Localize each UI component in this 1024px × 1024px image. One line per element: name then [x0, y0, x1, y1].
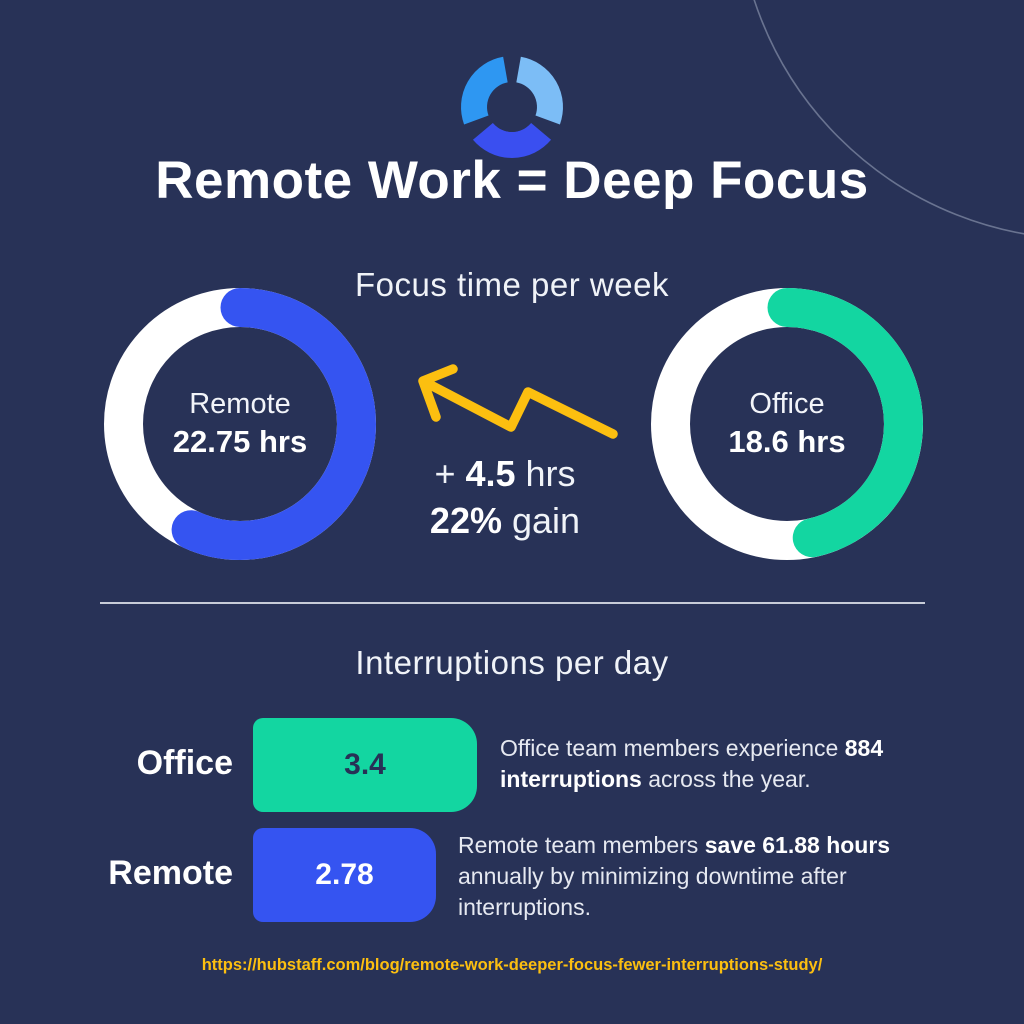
donut-arc-office [651, 288, 923, 560]
gain-hours-line: + 4.5 hrs [434, 453, 576, 494]
office-donut-label: Office [749, 388, 825, 420]
office-bar-value: 3.4 [344, 748, 386, 781]
page-title: Remote Work = Deep Focus [155, 151, 869, 210]
office-donut-svg [651, 288, 923, 560]
hubstaff-logo [461, 56, 563, 158]
office-donut-center: Office 18.6 hrs [651, 288, 923, 560]
logo-segment-bottom [472, 122, 552, 158]
remote-interruptions-text: Remote team members save 61.88 hours ann… [458, 832, 891, 920]
office-interruptions-text: Office team members experience 884 inter… [500, 735, 884, 792]
interruptions-section-heading: Interruptions per day [355, 644, 669, 681]
focus-section-heading: Focus time per week [355, 266, 669, 303]
donut-arc-remote [104, 288, 376, 560]
remote-donut-value: 22.75 hrs [172, 424, 308, 459]
remote-donut-svg [104, 288, 376, 560]
gain-annotation: + 4.5 hrs 22% gain [377, 450, 633, 544]
office-bar-label: Office [136, 744, 233, 782]
gain-percent-line: 22% gain [429, 500, 581, 541]
remote-bar-value: 2.78 [315, 858, 374, 891]
office-donut-chart: Office 18.6 hrs [651, 288, 923, 560]
section-divider [100, 602, 925, 604]
office-donut-value: 18.6 hrs [728, 424, 846, 459]
logo-core [489, 86, 535, 132]
remote-donut-chart: Remote 22.75 hrs [104, 288, 376, 560]
remote-donut-center: Remote 22.75 hrs [104, 288, 376, 560]
logo-segment-left [461, 56, 509, 125]
source-url-link[interactable]: https://hubstaff.com/blog/remote-work-de… [201, 956, 823, 974]
gain-arrow-icon [418, 364, 618, 439]
remote-donut-label: Remote [189, 388, 291, 420]
remote-bar: 2.78 [253, 828, 436, 922]
footer: https://hubstaff.com/blog/remote-work-de… [0, 956, 1024, 975]
remote-bar-label: Remote [108, 854, 233, 892]
logo-segment-right [515, 56, 563, 125]
office-bar: 3.4 [253, 718, 477, 812]
